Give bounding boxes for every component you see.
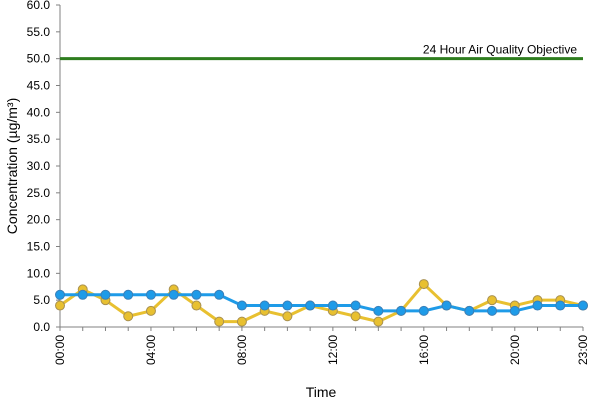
y-tick-label: 60.0 <box>27 0 51 12</box>
series-1-point <box>123 311 134 322</box>
series-2-point <box>191 289 202 300</box>
y-axis-title: Concentration (µg/m³) <box>4 98 20 234</box>
series-2-point <box>123 289 134 300</box>
series-2-point <box>100 289 111 300</box>
series-1-point <box>350 311 361 322</box>
series-1-point <box>282 311 293 322</box>
series-2-point <box>509 305 520 316</box>
x-tick-label: 23:00 <box>576 335 590 365</box>
x-ticks: 00:00 04:00 08:00 12:00 16:00 20:00 23:00 <box>53 327 590 365</box>
y-tick-label: 15.0 <box>27 240 51 254</box>
x-tick-label: 12:00 <box>326 335 340 365</box>
y-tick-label: 45.0 <box>27 79 51 93</box>
x-tick-label: 20:00 <box>508 335 522 365</box>
y-ticks: 0.0 5.0 10.0 15.0 20.0 25.0 30.0 35.0 40.0 45.0 50… <box>27 0 60 334</box>
y-tick-label: 20.0 <box>27 213 51 227</box>
series-2-point <box>55 289 65 300</box>
series-1-point <box>214 316 225 327</box>
series-1-point <box>145 305 156 316</box>
series-2-point <box>214 289 225 300</box>
series-1-line <box>59 282 584 324</box>
series-2-point <box>236 300 247 311</box>
y-tick-label: 0.0 <box>33 320 50 334</box>
series-1-point <box>236 316 247 327</box>
series-2-point <box>259 300 270 311</box>
series-2-point <box>373 305 384 316</box>
series-2-point <box>305 300 316 311</box>
x-tick-label: 00:00 <box>53 335 67 365</box>
series-2-point <box>532 300 543 311</box>
x-tick-label: 08:00 <box>235 335 249 365</box>
y-tick-label: 25.0 <box>27 186 51 200</box>
y-tick-label: 35.0 <box>27 132 51 146</box>
x-tick-label: 16:00 <box>417 335 431 365</box>
series-2-point <box>282 300 293 311</box>
series-2-point <box>555 300 566 311</box>
series-2-point <box>487 305 498 316</box>
series-2-point <box>396 305 407 316</box>
series-2-point <box>327 300 338 311</box>
series-1-point <box>191 300 202 311</box>
series-2-point <box>441 300 452 311</box>
series-1-point <box>55 300 65 311</box>
series-1-point <box>373 316 384 327</box>
series-2-point <box>418 305 429 316</box>
x-axis-title: Time <box>306 384 337 400</box>
y-tick-label: 10.0 <box>27 266 51 280</box>
series <box>55 279 588 327</box>
air-quality-objective-label: 24 Hour Air Quality Objective <box>423 43 577 57</box>
y-tick-label: 40.0 <box>27 105 51 119</box>
y-tick-label: 50.0 <box>27 52 51 66</box>
series-2-point <box>145 289 156 300</box>
series-2-point <box>350 300 361 311</box>
series-2-point <box>578 300 588 311</box>
series-2-point <box>464 305 475 316</box>
series-1-point <box>487 295 498 306</box>
reference-line-group: 24 Hour Air Quality Objective <box>60 43 583 61</box>
y-tick-label: 55.0 <box>27 25 51 39</box>
series-2-point <box>77 289 88 300</box>
y-tick-label: 5.0 <box>33 293 50 307</box>
series-1-point <box>418 279 429 290</box>
y-tick-label: 30.0 <box>27 159 51 173</box>
x-tick-label: 04:00 <box>144 335 158 365</box>
series-2-point <box>168 289 179 300</box>
